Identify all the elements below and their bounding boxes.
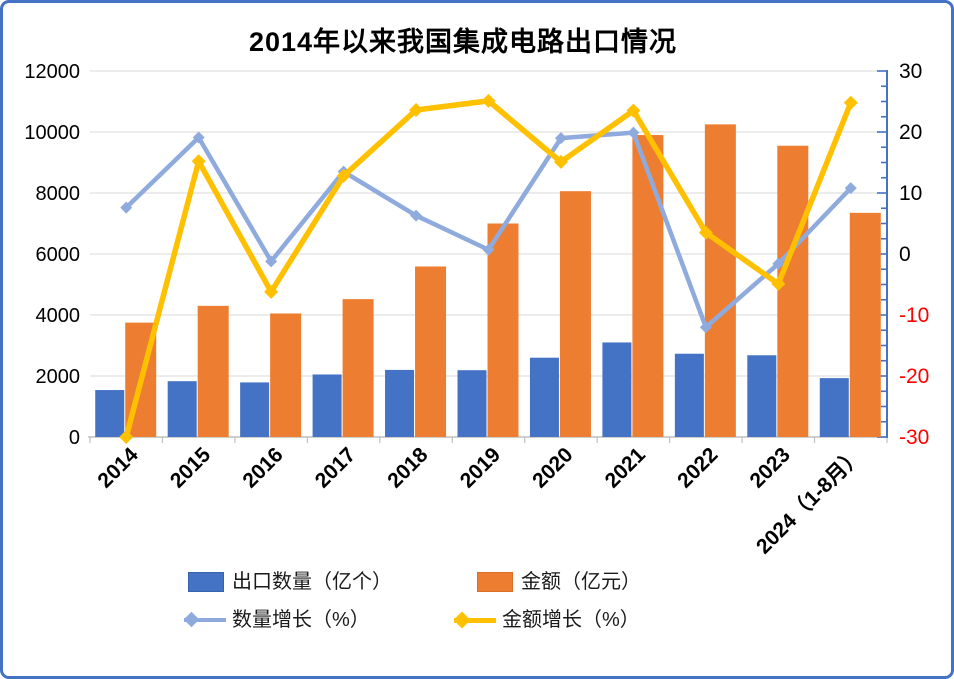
x-axis-label: 2020 [528,443,577,492]
bar-quantity [385,369,415,437]
line-marker [698,225,713,240]
y-axis-right-label: 10 [899,182,922,205]
line-marker [553,154,568,169]
bar-amount [704,124,736,437]
bar-quantity [95,390,125,437]
x-axis-label: 2018 [383,443,433,493]
bar-amount [415,266,447,437]
line-marker [409,103,424,118]
y-axis-left-label: 12000 [24,61,80,83]
y-axis-left-label: 8000 [36,183,81,205]
bar-quantity [602,342,632,437]
bar-amount [197,305,229,437]
bar-quantity [674,353,704,437]
line-marker [844,182,857,195]
x-axis-label: 2016 [238,443,287,492]
y-axis-right-label: 20 [899,121,922,144]
legend-swatch-quantity-bar [188,572,224,592]
x-axis-label: 2017 [311,443,360,492]
legend-swatch-quantity-growth-line [183,611,226,628]
y-axis-right-label: -30 [899,426,929,449]
y-axis-right-label: -10 [899,304,929,327]
bar-amount [487,223,519,437]
y-axis-left-label: 0 [69,427,80,449]
legend-label-quantity-bar: 出口数量（亿个） [232,571,392,593]
line-marker [627,126,640,139]
line-marker [699,321,712,334]
legend-item-amount-bars: 金额（亿元） [477,570,641,594]
line-marker [120,201,133,214]
x-axis-label: 2023 [746,443,795,492]
diamond-marker-icon [183,611,200,628]
bar-amount [849,212,881,437]
bar-amount [342,299,374,437]
x-axis-label: 2021 [601,443,651,493]
bar-quantity [819,378,849,437]
line-segment-icon [454,618,496,623]
y-axis-left-label: 6000 [36,244,81,266]
bar-quantity [457,370,487,437]
legend-swatch-amount-bar [477,572,513,592]
x-axis-label: 2019 [456,443,505,492]
legend-item-amount-growth-line: 金额增长（%） [453,608,640,632]
y-axis-left-label: 2000 [36,366,81,388]
diamond-marker-icon [453,611,471,629]
bar-quantity [529,357,559,437]
line-marker [336,168,351,183]
line-marker [772,257,785,270]
bar-amount [777,145,809,437]
bar-amount [270,313,302,437]
line-marker [119,430,134,444]
x-axis-label: 2015 [166,443,216,493]
line-marker [410,209,423,222]
legend-swatch-amount-growth-line [453,611,496,629]
line-marker [191,154,206,169]
legend-label-amount-bar: 金额（亿元） [521,571,641,593]
legend-label-amount-growth: 金额增长（%） [502,609,640,631]
line-marker [843,95,858,110]
line-marker [265,255,278,268]
line-marker [626,103,641,118]
x-axis-label: 2022 [673,443,722,492]
legend-label-quantity-growth: 数量增长（%） [232,609,370,631]
x-axis-label: 2014 [93,443,143,493]
bar-quantity [167,381,197,437]
y-axis-left-label: 4000 [36,305,81,327]
bar-quantity [240,382,270,437]
line-segment-icon [184,618,226,622]
legend-item-quantity-growth-line: 数量增长（%） [183,608,370,632]
line-marker [771,276,786,291]
y-axis-left-label: 10000 [24,122,80,144]
bar-quantity [312,374,342,437]
chart-title: 2014年以来我国集成电路出口情况 [248,27,678,57]
bar-amount [632,135,664,438]
legend-item-export-quantity-bars: 出口数量（亿个） [188,570,392,594]
y-axis-right-label: 30 [899,60,922,83]
line-marker [554,132,567,145]
line-marker [481,93,496,108]
bar-amount [559,191,591,437]
line-marker [482,243,495,256]
y-axis-right-label: -20 [899,365,929,388]
y-axis-right-label: 0 [899,243,911,266]
bar-quantity [747,355,777,437]
line-marker [264,284,279,299]
line-marker [192,131,205,144]
